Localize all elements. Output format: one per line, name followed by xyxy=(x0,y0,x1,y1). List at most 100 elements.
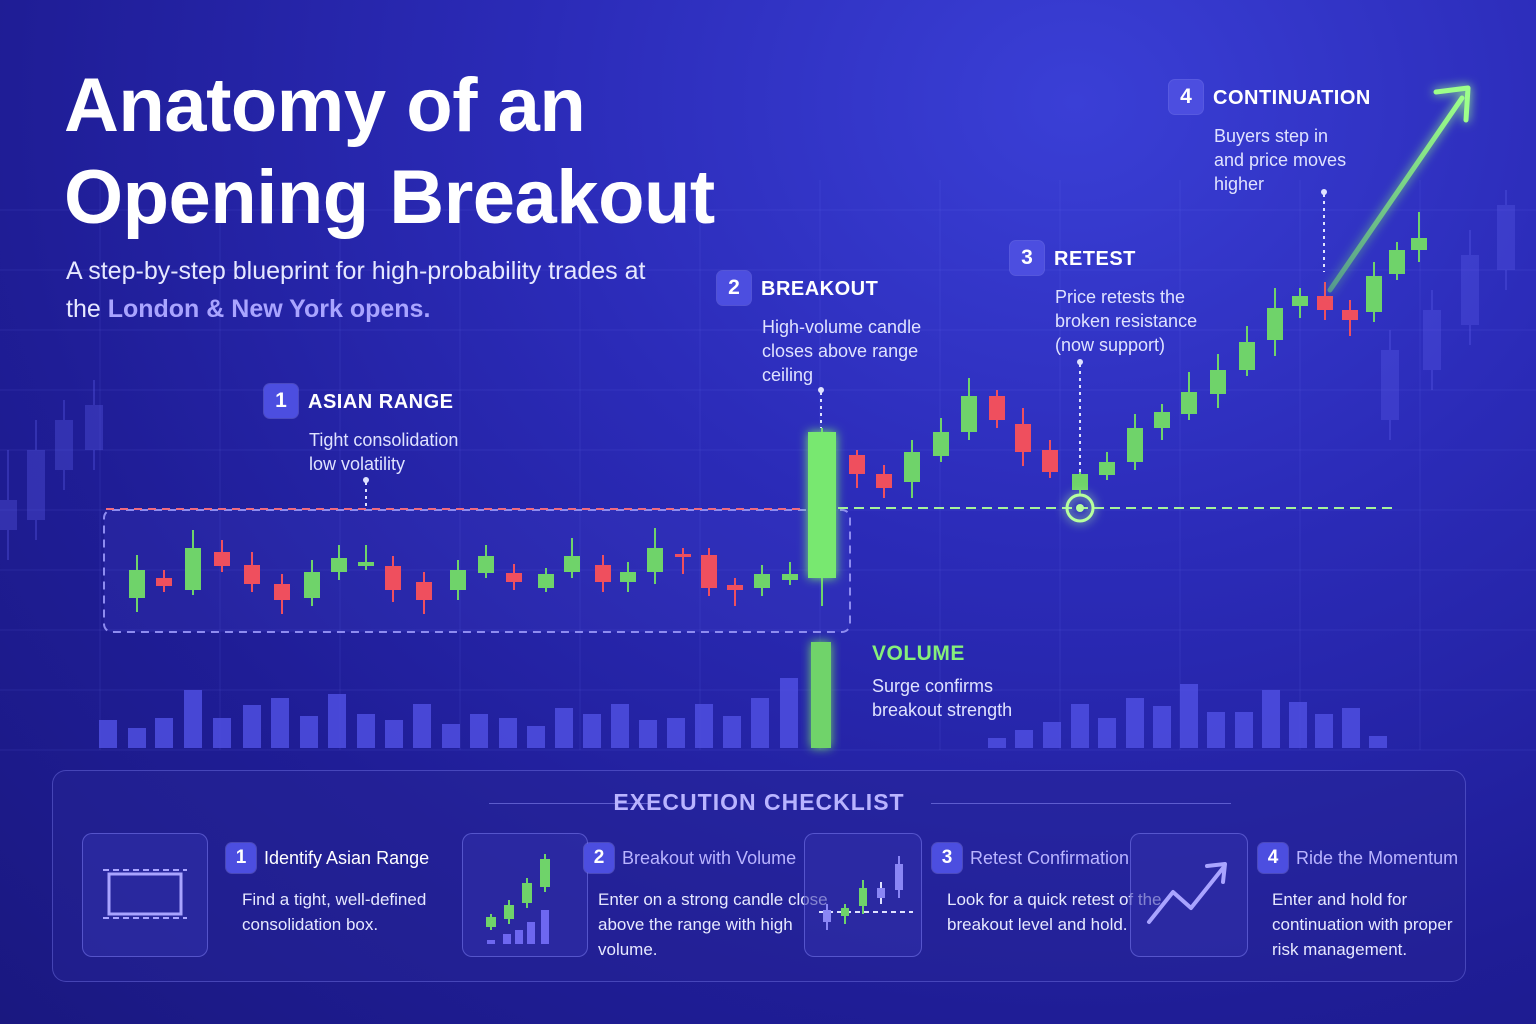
candle xyxy=(331,545,347,580)
step-number-badge: 2 xyxy=(717,271,751,305)
title-line-2: Opening Breakout xyxy=(64,155,715,240)
volume-bar xyxy=(271,698,289,748)
candle xyxy=(782,562,798,585)
candle xyxy=(933,418,949,462)
candle xyxy=(989,390,1005,428)
volume-bar xyxy=(155,718,173,748)
volume-bar xyxy=(1342,708,1360,748)
volume-bars xyxy=(99,642,1387,748)
volume-bar xyxy=(751,698,769,748)
step-description: Tight consolidation low volatility xyxy=(309,430,459,474)
step-title: RETEST xyxy=(1054,248,1136,271)
volume-bar xyxy=(128,728,146,748)
step-title: BREAKOUT xyxy=(761,278,879,301)
candle xyxy=(595,555,611,592)
execution-checklist: EXECUTION CHECKLIST 1 Identify Asian Rang… xyxy=(52,770,1466,982)
volume-bar xyxy=(695,704,713,748)
volume-bar xyxy=(442,724,460,748)
candle xyxy=(1099,452,1115,480)
page-subtitle: A step-by-step blueprint for high-probab… xyxy=(66,252,686,328)
item-description: Enter and hold for continuation with pro… xyxy=(1272,890,1453,959)
candle xyxy=(214,540,230,572)
subtitle-text: A step-by-step blueprint for high-probab… xyxy=(66,257,646,323)
step-title: ASIAN RANGE xyxy=(308,391,454,414)
volume-bar xyxy=(1262,690,1280,748)
item-number-badge: 3 xyxy=(932,843,962,873)
step-number-badge: 3 xyxy=(1010,241,1044,275)
step-retest: 3 RETEST Price retests the broken resistan… xyxy=(1010,241,1197,357)
volume-bar xyxy=(1235,712,1253,748)
candle xyxy=(385,556,401,602)
volume-bar xyxy=(527,726,545,748)
candle xyxy=(1042,440,1058,478)
item-number-badge: 4 xyxy=(1258,843,1288,873)
candle xyxy=(849,450,865,488)
continuation-arrow xyxy=(1327,85,1471,293)
candle xyxy=(1210,354,1226,408)
candle xyxy=(506,564,522,590)
candle xyxy=(358,545,374,570)
candle xyxy=(450,560,466,600)
candle xyxy=(1292,288,1308,318)
item-title: Retest Confirmation xyxy=(970,848,1130,869)
item-description: Look for a quick retest of the breakout … xyxy=(947,890,1162,934)
candle xyxy=(1411,212,1427,262)
candle xyxy=(538,568,554,592)
volume-bar xyxy=(723,716,741,748)
candle xyxy=(904,440,920,498)
range-box-icon xyxy=(82,833,208,957)
step-asian-range: 1 ASIAN RANGE Tight consolidation low vola… xyxy=(264,384,458,476)
volume-bar xyxy=(988,738,1006,748)
volume-bar xyxy=(328,694,346,748)
candle xyxy=(675,548,691,574)
volume-bar xyxy=(639,720,657,748)
candle xyxy=(1267,288,1283,356)
volume-bar xyxy=(300,716,318,748)
checklist-title: EXECUTION CHECKLIST xyxy=(613,789,905,815)
candle xyxy=(244,552,260,592)
step-description: High-volume candle closes above range ceil… xyxy=(762,317,922,385)
volume-note-title: VOLUME xyxy=(872,642,965,665)
item-title: Breakout with Volume xyxy=(622,848,797,869)
volume-bar xyxy=(357,714,375,748)
candle xyxy=(1072,470,1088,494)
page-title: Anatomy of an Opening Breakout xyxy=(64,60,715,244)
retest-marker xyxy=(1065,493,1095,523)
step-title: CONTINUATION xyxy=(1213,87,1371,110)
retest-candles-icon xyxy=(804,833,922,957)
step-description: Buyers step in and price moves higher xyxy=(1214,126,1347,194)
item-title: Identify Asian Range xyxy=(264,848,430,869)
candle xyxy=(701,548,717,596)
candle xyxy=(129,555,145,612)
volume-bar xyxy=(555,708,573,748)
item-title: Ride the Momentum xyxy=(1296,848,1459,869)
volume-bar xyxy=(1153,706,1171,748)
volume-bar xyxy=(243,705,261,748)
volume-bar xyxy=(780,678,798,748)
volume-bar xyxy=(213,718,231,748)
candle xyxy=(1239,326,1255,376)
volume-bar xyxy=(583,714,601,748)
volume-bar xyxy=(1180,684,1198,748)
volume-bar xyxy=(1315,714,1333,748)
candle xyxy=(185,530,201,595)
item-description: Enter on a strong candle close above the… xyxy=(598,890,828,959)
candle xyxy=(1181,372,1197,420)
volume-bar xyxy=(385,720,403,748)
step-number-badge: 1 xyxy=(264,384,298,418)
volume-bar xyxy=(470,714,488,748)
volume-bar xyxy=(99,720,117,748)
candle xyxy=(564,538,580,578)
volume-bar xyxy=(1126,698,1144,748)
subtitle-highlight: London & New York opens. xyxy=(107,295,431,323)
candle xyxy=(1317,282,1333,320)
volume-note-desc: Surge confirms breakout strength xyxy=(872,676,1013,720)
item-number-badge: 2 xyxy=(584,843,614,873)
volume-bar xyxy=(1043,722,1061,748)
volume-bar xyxy=(1207,712,1225,748)
volume-bar xyxy=(1289,702,1307,748)
candle xyxy=(1366,262,1382,322)
candle xyxy=(754,565,770,596)
price-candles xyxy=(129,212,1427,614)
